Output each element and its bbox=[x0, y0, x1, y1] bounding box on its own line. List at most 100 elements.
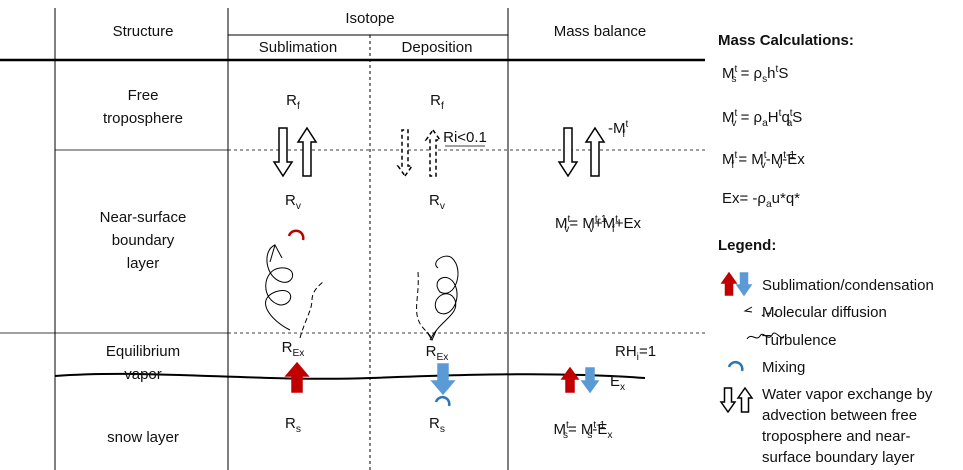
arrow bbox=[584, 126, 606, 177]
mixing bbox=[287, 229, 305, 241]
formula-part: a bbox=[762, 118, 768, 129]
formula-part: Ex bbox=[292, 348, 304, 359]
snow-surface bbox=[54, 372, 646, 380]
diffusion-path bbox=[416, 271, 433, 339]
turbulence bbox=[265, 244, 294, 331]
row-label: troposphere bbox=[103, 110, 183, 127]
formula-part: M bbox=[722, 109, 735, 126]
arrow bbox=[396, 129, 414, 178]
arrow bbox=[560, 366, 580, 393]
formula-part: t bbox=[776, 64, 779, 75]
arrow bbox=[296, 126, 318, 177]
formula-part: s bbox=[440, 424, 445, 435]
formula-part: R bbox=[282, 339, 293, 356]
formula-part: = ρ bbox=[736, 109, 762, 126]
formula: Mt v= Mt-1 v+Mt f+Ex bbox=[555, 214, 642, 235]
formula: Mt s= Mt-1 s-Ex bbox=[554, 420, 613, 441]
diffusion-path bbox=[299, 281, 324, 339]
arrow bbox=[735, 272, 753, 297]
formula-part: s bbox=[296, 424, 301, 435]
formula-part: = ρ bbox=[736, 65, 762, 82]
formula-part: t bbox=[779, 108, 782, 119]
formula-part: f bbox=[297, 101, 300, 112]
formula-part: h bbox=[767, 65, 775, 82]
formula-part: t bbox=[735, 108, 738, 119]
row-label: layer bbox=[127, 255, 160, 272]
formula-part: t bbox=[764, 150, 767, 161]
formula-part: v bbox=[731, 118, 737, 129]
formula-part: t-1 bbox=[593, 420, 605, 431]
arrow bbox=[719, 387, 737, 414]
mixing bbox=[727, 360, 744, 372]
ratio: REx bbox=[426, 343, 449, 363]
formula-part: i bbox=[637, 352, 639, 363]
formula-part: t bbox=[735, 64, 738, 75]
formula-part: u*q* bbox=[772, 190, 801, 207]
formula-part: R bbox=[429, 192, 440, 209]
formula: Ex bbox=[610, 373, 625, 393]
formula-part: H bbox=[768, 109, 779, 126]
legend-item: Turbulence bbox=[762, 332, 837, 349]
arrow bbox=[720, 271, 738, 296]
formula-part: Ex bbox=[436, 352, 448, 363]
table-lines bbox=[0, 8, 705, 470]
formula-part: s bbox=[762, 74, 767, 85]
formula-part: t-1 bbox=[783, 150, 795, 161]
row-label: Equilibrium bbox=[106, 343, 180, 360]
equation: Mt v = ρaHtqt aS bbox=[722, 108, 802, 129]
formula-part: = M bbox=[568, 421, 593, 438]
arrow bbox=[557, 127, 579, 178]
formula-part: M bbox=[722, 65, 735, 82]
mixing bbox=[434, 395, 451, 407]
formula-part: M bbox=[554, 421, 567, 438]
section-title: Legend: bbox=[718, 237, 776, 254]
formula-part: v bbox=[589, 224, 595, 235]
formula-part: f bbox=[622, 129, 625, 140]
equation: Ex= -ρau*q* bbox=[722, 190, 800, 210]
formula-part: a bbox=[787, 118, 793, 129]
formula-part: t bbox=[790, 108, 793, 119]
formula-part: = M bbox=[734, 151, 764, 168]
legend-item: troposphere and near- bbox=[762, 428, 910, 445]
row-label: boundary bbox=[112, 232, 175, 249]
ratio: Rv bbox=[429, 192, 446, 212]
turbulence bbox=[743, 306, 753, 313]
formula-part: q bbox=[781, 109, 789, 126]
formula-part: t bbox=[615, 214, 618, 225]
formula-part: S bbox=[778, 65, 788, 82]
turbulence bbox=[429, 255, 459, 341]
ratio: Rs bbox=[285, 415, 301, 435]
legend-item: Molecular diffusion bbox=[762, 304, 887, 321]
formula-part: R bbox=[286, 92, 297, 109]
formula-part: M bbox=[722, 151, 735, 168]
formula-part: x bbox=[620, 382, 625, 393]
turbulence bbox=[746, 332, 785, 340]
formula-part: -E bbox=[592, 421, 607, 438]
formula-part: t-1 bbox=[595, 214, 607, 225]
formula-part: t bbox=[567, 214, 570, 225]
header: Structure bbox=[113, 23, 174, 40]
formula-part: E bbox=[610, 373, 620, 390]
legend-item: Mixing bbox=[762, 359, 805, 376]
header: Deposition bbox=[402, 39, 473, 56]
header: Isotope bbox=[345, 10, 394, 27]
arrow bbox=[284, 361, 310, 393]
arrow bbox=[430, 363, 456, 396]
row-label: snow layer bbox=[107, 429, 179, 446]
row-label: Free bbox=[128, 87, 159, 104]
header: Sublimation bbox=[259, 39, 337, 56]
legend-item: advection between free bbox=[762, 407, 917, 424]
formula-part: s bbox=[731, 74, 736, 85]
row-label: vapor bbox=[124, 366, 162, 383]
formula: RHi=1 bbox=[615, 343, 656, 363]
row-label: Near-surface bbox=[100, 209, 187, 226]
arrow bbox=[272, 127, 294, 178]
formula-part: +Ex bbox=[615, 215, 642, 232]
legend-item: Water vapor exchange by bbox=[762, 386, 933, 403]
formula-part: a bbox=[766, 199, 772, 210]
formula-part: v bbox=[564, 224, 570, 235]
formula: -Mt f bbox=[608, 119, 629, 140]
formula-part: Ex= -ρ bbox=[722, 190, 766, 207]
arrow bbox=[580, 367, 600, 394]
